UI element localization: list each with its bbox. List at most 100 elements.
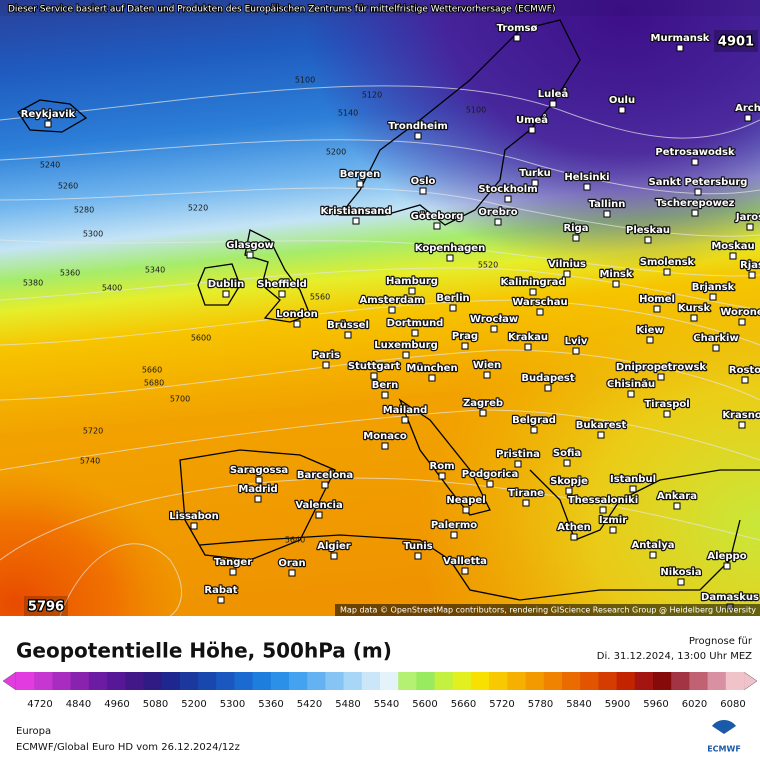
city-marker (352, 217, 360, 225)
city-marker (729, 252, 737, 260)
city-marker (563, 459, 571, 467)
city-marker (646, 336, 654, 344)
city-label: Berlin (436, 293, 469, 304)
city-label: Tscherepowez (656, 198, 735, 209)
city-label: Moskau (711, 241, 754, 252)
city-marker (565, 487, 573, 495)
colorbar-label: 5960 (643, 699, 668, 710)
contour-lines (0, 85, 760, 617)
city-marker (524, 343, 532, 351)
coast (338, 19, 581, 226)
city-marker (513, 34, 521, 42)
city-marker (673, 502, 681, 510)
attribution: Map data © OpenStreetMap contributors, r… (340, 606, 756, 615)
city-label: Arch (735, 103, 760, 114)
colorbar-cell (671, 672, 690, 690)
city-marker (691, 209, 699, 217)
city-label: Dublin (208, 279, 245, 290)
colorbar-label: 5080 (143, 699, 168, 710)
city-marker (419, 187, 427, 195)
city-label: Lviv (565, 336, 588, 347)
contour (0, 409, 760, 471)
city-label: Damaskus (701, 592, 759, 603)
city-label: London (276, 309, 318, 320)
colorbar-cell (471, 672, 490, 690)
colorbar-cell (198, 672, 217, 690)
city-label: Jaros (735, 212, 760, 223)
city-label: Kaliningrad (500, 277, 565, 288)
city-label: Hamburg (386, 276, 438, 287)
colorbar-label: 6020 (682, 699, 707, 710)
city-marker (401, 416, 409, 424)
notice-strip (0, 0, 760, 16)
city-label: Budapest (521, 373, 575, 384)
city-marker (738, 421, 746, 429)
city-marker (381, 442, 389, 450)
colorbar-label: 5600 (412, 699, 437, 710)
contour (0, 239, 760, 277)
city-marker (288, 569, 296, 577)
city-marker (461, 567, 469, 575)
city-marker (446, 254, 454, 262)
city-marker (483, 371, 491, 379)
city-label: Homel (639, 294, 675, 305)
colorbar-cell (16, 672, 35, 690)
city-label: Amsterdam (360, 295, 425, 306)
colorbar-label: 5720 (489, 699, 514, 710)
colorbar-cell (34, 672, 53, 690)
city-label: Bergen (340, 169, 380, 180)
colorbar-label: 5660 (451, 699, 476, 710)
city-marker (529, 288, 537, 296)
colorbar-cell (507, 672, 526, 690)
contour-label: 5200 (326, 148, 346, 157)
colorbar-cell (179, 672, 199, 690)
low-value: 4901 (718, 35, 754, 50)
product-title: Geopotentielle Höhe, 500hPa (m) (16, 639, 392, 663)
city-label: Sheffield (257, 279, 307, 290)
high-value: 5796 (28, 600, 64, 615)
city-label: Neapel (446, 495, 485, 506)
city-marker (690, 314, 698, 322)
colorbar-label: 5840 (566, 699, 591, 710)
city-label: Brjansk (692, 282, 735, 293)
contour-label: 5280 (74, 206, 94, 215)
contour-label: 5740 (80, 457, 100, 466)
city-marker (428, 374, 436, 382)
low-box (714, 30, 758, 52)
city-label: Izmir (599, 515, 627, 526)
city-marker (504, 195, 512, 203)
city-label: Göteborg (411, 211, 464, 222)
colorbar-cell (616, 672, 636, 690)
city-marker (414, 552, 422, 560)
city-label: Tromsø (497, 23, 538, 34)
city-label: Turku (519, 168, 551, 179)
colorbar-cell (543, 672, 563, 690)
coast (179, 449, 336, 561)
city-label: Dortmund (387, 318, 444, 329)
colorbar-label: 5300 (220, 699, 245, 710)
city-marker (322, 361, 330, 369)
colorbar-cell (361, 672, 381, 690)
contour-label: 5220 (188, 204, 208, 213)
city-marker (479, 409, 487, 417)
city-label: Charkiw (693, 333, 738, 344)
city-marker (402, 351, 410, 359)
city-marker (563, 270, 571, 278)
city-label: Bukarest (576, 420, 627, 431)
city-marker (572, 234, 580, 242)
city-marker (321, 481, 329, 489)
city-label: Ankara (657, 491, 697, 502)
contour-label: 5380 (23, 279, 43, 288)
city-marker (583, 183, 591, 191)
city-marker (663, 410, 671, 418)
city-marker (694, 188, 702, 196)
city-marker (408, 287, 416, 295)
city-label: Antalya (631, 540, 674, 551)
city-marker (486, 480, 494, 488)
coast (244, 229, 311, 323)
city-marker (712, 344, 720, 352)
city-label: Oslo (411, 176, 436, 187)
city-label: Kopenhagen (415, 243, 485, 254)
contour-label: 5100 (466, 106, 486, 115)
